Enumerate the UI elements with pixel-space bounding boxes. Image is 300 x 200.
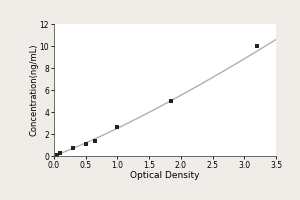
Point (55, 153, 60, 156)
Point (83, 142, 88, 146)
Point (93, 139, 98, 142)
Point (115, 126, 120, 129)
Point (255, 44, 260, 48)
Y-axis label: Concentration(ng/mL): Concentration(ng/mL) (29, 44, 38, 136)
Point (58, 151, 63, 154)
Point (70, 147, 75, 150)
Point (169, 99, 174, 103)
X-axis label: Optical Density: Optical Density (130, 171, 200, 180)
